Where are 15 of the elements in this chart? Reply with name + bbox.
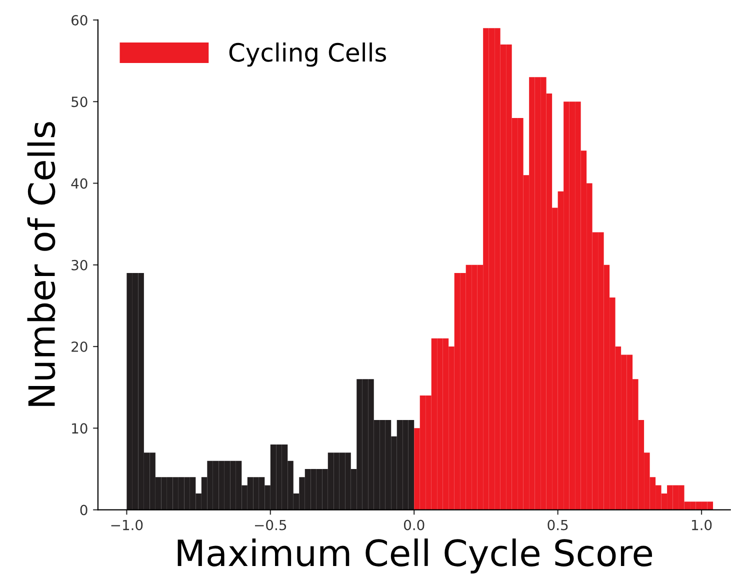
x-tick-label: 0.5 <box>548 520 568 530</box>
x-tick-label: 0.0 <box>404 520 424 530</box>
legend-label: Cycling Cells <box>229 42 386 67</box>
x-tick-label: −0.5 <box>255 520 286 530</box>
y-tick-label: 50 <box>72 96 88 108</box>
y-tick-label: 40 <box>71 178 88 189</box>
x-tick-label: 1.0 <box>692 520 712 530</box>
y-tick-label: 0 <box>80 504 88 516</box>
y-tick-label: 20 <box>72 341 88 352</box>
y-tick-label: 30 <box>72 260 88 270</box>
x-axis-title: Maximum Cell Cycle Score <box>178 538 652 574</box>
y-tick-label: 60 <box>72 14 88 26</box>
y-tick-label: 10 <box>72 423 88 434</box>
x-tick-label: −1.0 <box>111 520 143 530</box>
y-axis-title: Number of Cells <box>27 122 56 406</box>
